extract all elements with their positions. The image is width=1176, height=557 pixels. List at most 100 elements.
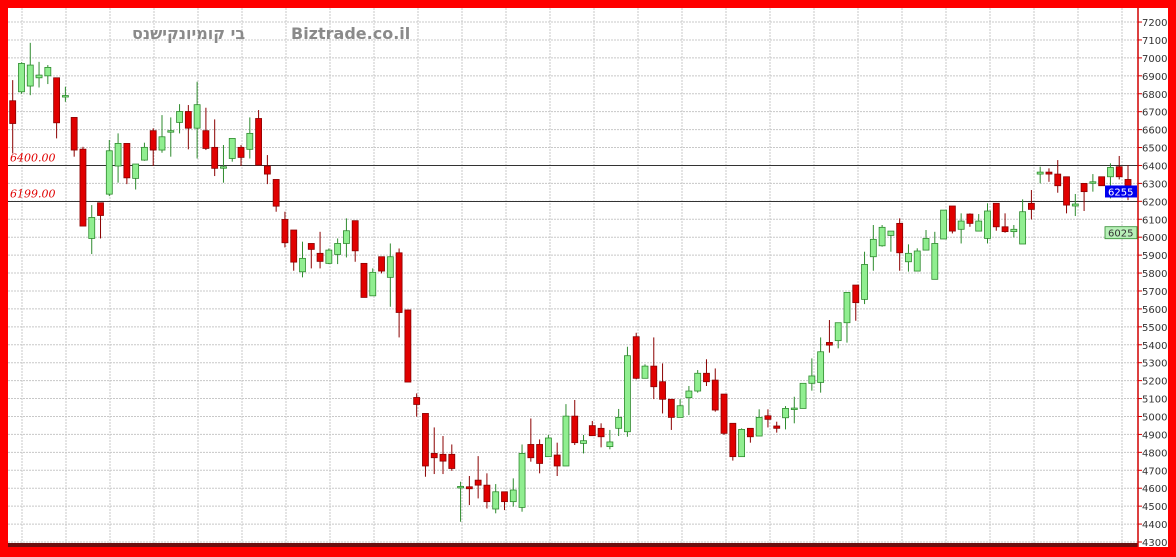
candle-body [422, 413, 429, 467]
candle [70, 117, 78, 157]
candle-body [1080, 182, 1088, 193]
candle-body [869, 238, 877, 258]
candle [940, 209, 947, 240]
candle [448, 444, 456, 471]
y-tick-label: 7100 [1142, 36, 1167, 47]
y-tick-label: 6300 [1142, 179, 1167, 190]
y-tick-label: 5900 [1142, 251, 1167, 262]
candle [465, 476, 473, 506]
plot-area [8, 8, 1138, 547]
candle [571, 399, 579, 445]
candle-body [395, 252, 403, 313]
candle [931, 231, 939, 280]
candle-body [457, 486, 464, 489]
candle [228, 137, 236, 162]
candle [246, 117, 254, 159]
candle-body [70, 117, 78, 151]
secondary-value-label: 6025 [1108, 229, 1133, 240]
candle-body [703, 372, 710, 383]
candle-body [343, 230, 350, 244]
candle-body [202, 130, 210, 149]
candle-body [26, 64, 34, 87]
candle-body [1054, 173, 1062, 187]
candle-body [843, 292, 851, 324]
candle [834, 322, 842, 349]
candle-body [790, 407, 798, 410]
candle-body [18, 63, 25, 93]
candle-body [1089, 181, 1097, 184]
y-tick-label: 6600 [1142, 126, 1167, 137]
candle-body [263, 165, 271, 175]
candle [299, 241, 306, 278]
candle [580, 434, 587, 454]
y-tick-label: 6200 [1142, 197, 1167, 208]
last-price-box [1105, 185, 1137, 198]
candle [149, 128, 157, 167]
candle [764, 409, 772, 428]
candle [395, 248, 403, 338]
y-tick-label: 6800 [1142, 90, 1167, 101]
candle-body [992, 202, 1000, 228]
y-tick-label: 7000 [1142, 54, 1167, 65]
y-tick-label: 5500 [1142, 323, 1167, 334]
candle [536, 439, 544, 474]
candle [79, 146, 87, 227]
y-tick-label: 5700 [1142, 287, 1167, 298]
candle-body [1071, 203, 1079, 207]
candle [413, 393, 421, 417]
candle-body [281, 219, 289, 244]
candle-body [667, 398, 675, 418]
candle-body [369, 271, 377, 297]
candle [167, 117, 175, 157]
candle [782, 406, 789, 430]
candle [1027, 190, 1035, 220]
candle-body [799, 382, 807, 409]
candle-body [307, 243, 315, 250]
candle-body [571, 415, 579, 444]
candle [1019, 199, 1027, 245]
candle-body [1027, 202, 1035, 210]
candle [861, 251, 868, 305]
candle [422, 413, 429, 477]
candle-body [290, 229, 298, 263]
y-tick-label: 5600 [1142, 305, 1167, 316]
candle [922, 230, 930, 251]
candle-body [53, 77, 61, 124]
y-axis: 4300 4400 4500 4600 4700 4800 4900 5000 5100 5200… [1138, 18, 1167, 549]
candle-body [676, 405, 684, 418]
candle [378, 256, 385, 274]
candle-body [931, 243, 939, 280]
candle [255, 110, 262, 166]
candle [817, 337, 825, 393]
candle [746, 427, 754, 443]
candle-body [1001, 226, 1009, 233]
candle [1001, 213, 1009, 233]
candle-body [852, 284, 860, 304]
candle [624, 346, 631, 437]
candle-body [246, 132, 254, 150]
candle-body [773, 425, 781, 429]
candle [641, 364, 649, 379]
candle-body [711, 379, 719, 411]
candle-body [88, 217, 96, 239]
candle-body [527, 444, 535, 459]
candle [527, 418, 535, 462]
candle-body [887, 230, 895, 236]
candle-body [738, 428, 745, 458]
candle-body [808, 375, 816, 384]
candle [694, 370, 702, 393]
y-tick-label: 4800 [1142, 448, 1167, 459]
candle [114, 133, 122, 183]
candle [404, 309, 412, 383]
candle [457, 481, 464, 522]
candle [1010, 224, 1018, 238]
candle [755, 409, 763, 437]
candle [483, 473, 491, 509]
candle [316, 231, 324, 269]
candle [729, 422, 737, 461]
candle-body [61, 95, 69, 98]
candle [263, 155, 271, 185]
candle-body [325, 249, 333, 264]
candle-body [158, 136, 166, 151]
